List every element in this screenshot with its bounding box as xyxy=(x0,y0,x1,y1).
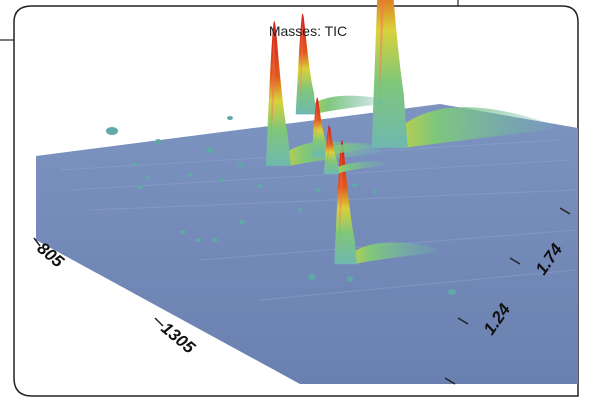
peak-tail xyxy=(302,95,386,115)
peak xyxy=(295,13,317,115)
minor-peaks xyxy=(106,116,456,295)
peak-highlight xyxy=(314,98,318,149)
peak-tail xyxy=(341,242,438,265)
peak-highlight xyxy=(299,15,304,103)
axis-ticks xyxy=(33,207,571,385)
peaks-layer xyxy=(265,0,554,265)
peak-highlight xyxy=(270,23,275,150)
surface-plane xyxy=(36,104,578,384)
peak xyxy=(323,125,340,174)
peak-highlight xyxy=(326,126,330,168)
chart-title: Masses: TIC xyxy=(269,23,347,39)
peak-tail xyxy=(383,107,554,148)
peak-tail xyxy=(329,161,385,174)
peak-highlight xyxy=(378,0,385,120)
peak xyxy=(311,97,328,157)
peak xyxy=(265,20,291,166)
peak xyxy=(371,0,408,148)
